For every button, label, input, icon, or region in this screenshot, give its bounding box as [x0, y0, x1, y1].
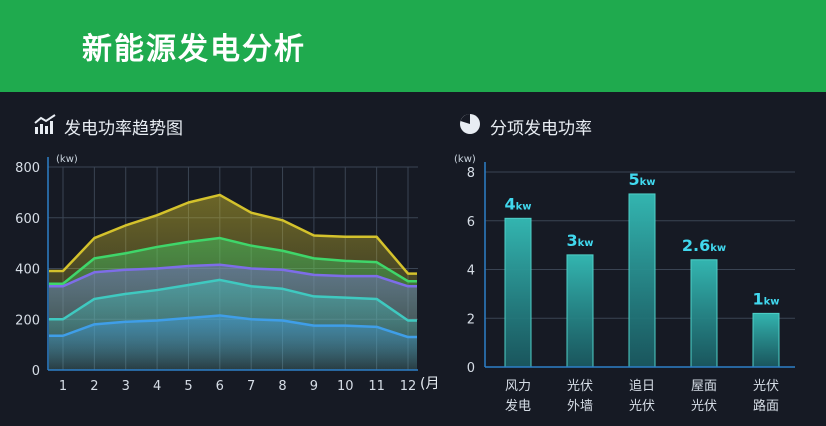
trend-x-tick-label: 8 — [278, 379, 286, 394]
trend-y-tick-label: 200 — [15, 313, 40, 328]
chart-trend-icon — [34, 114, 56, 134]
bar-data-label-value: 4 — [504, 194, 515, 213]
trend-x-tick-label: 11 — [368, 379, 385, 394]
bar-data-label-value: 3 — [566, 231, 577, 250]
bar-data-label-unit: kw — [764, 296, 780, 307]
trend-x-tick-label: 5 — [184, 379, 192, 394]
bar-y-tick-label: 2 — [467, 312, 475, 327]
page-title: 新能源发电分析 — [82, 32, 306, 67]
bar-data-label-value: 2.6 — [682, 236, 710, 255]
trend-y-tick-label: 400 — [15, 263, 40, 278]
bar-data-label: 1kw — [752, 289, 779, 308]
pie-chart-icon — [460, 114, 480, 134]
trend-x-tick-label: 4 — [153, 379, 161, 394]
trend-line-series-4 — [49, 278, 417, 322]
bar-4 — [690, 259, 718, 368]
trend-x-tick-label: 10 — [337, 379, 354, 394]
bar-category-label: 风力 — [505, 379, 531, 394]
trend-line-series-5 — [49, 314, 417, 339]
header-bar: 新能源发电分析 — [0, 0, 826, 94]
trend-area-series-5 — [49, 315, 417, 370]
bar-category-label: 路面 — [753, 398, 779, 414]
bar-chart-title: 分项发电功率 — [490, 119, 592, 139]
bar-y-tick-label: 6 — [467, 215, 475, 230]
bar-data-label: 3kw — [566, 231, 593, 250]
bar-data-label-value: 1 — [752, 289, 763, 308]
trend-unit-label: (kw) — [56, 154, 78, 165]
trend-x-tick-label: 9 — [310, 379, 318, 394]
bar-category-label: 光伏 — [753, 379, 779, 394]
trend-x-tick-label: 7 — [247, 379, 255, 394]
bar-2 — [566, 254, 594, 368]
bar-category-label: 外墙 — [567, 399, 593, 414]
trend-y-tick-label: 600 — [15, 212, 40, 227]
bar-category-label: 光伏 — [691, 399, 717, 414]
bar-data-label-unit: kw — [640, 177, 656, 188]
trend-y-tick-label: 0 — [32, 364, 40, 379]
bar-category-label: 光伏 — [629, 399, 655, 414]
dashboard: 发电功率趋势图 分项发电功率 0 200 400 600 800 1 2 3 4 5 6 7 8 9 10 1… — [0, 92, 826, 426]
bar-1 — [504, 217, 532, 368]
trend-y-tick-label: 800 — [15, 161, 40, 176]
bar-5 — [752, 312, 780, 368]
bar-category-label: 光伏 — [567, 379, 593, 394]
bar-3 — [628, 193, 656, 368]
trend-line-series-1 — [49, 193, 417, 275]
trend-x-tick-label: 2 — [90, 379, 98, 394]
trend-x-unit-label: (月) — [420, 376, 440, 392]
trend-chart-title: 发电功率趋势图 — [64, 119, 183, 139]
bar-y-tick-label: 4 — [467, 264, 475, 279]
trend-x-tick-label: 12 — [400, 379, 417, 394]
bar-data-label: 4kw — [504, 194, 531, 213]
bar-y-tick-label: 0 — [467, 361, 475, 376]
bar-data-label-unit: kw — [710, 243, 726, 254]
bar-data-label-unit: kw — [516, 201, 532, 212]
trend-line-series-2 — [49, 236, 417, 285]
trend-x-tick-label: 6 — [216, 379, 224, 394]
bar-category-label: 发电 — [505, 398, 531, 414]
bar-unit-label: (kw) — [454, 154, 476, 165]
bar-data-label-value: 5 — [628, 170, 639, 189]
bar-data-label-unit: kw — [578, 238, 594, 249]
trend-x-tick-label: 1 — [59, 379, 67, 394]
trend-x-tick-label: 3 — [122, 379, 130, 394]
bar-data-label: 5kw — [628, 170, 655, 189]
trend-line-series-3 — [49, 263, 417, 288]
bar-category-label: 屋面 — [691, 379, 717, 394]
bar-y-tick-label: 8 — [467, 166, 475, 181]
bar-category-label: 追日 — [629, 378, 655, 394]
bar-data-label: 2.6kw — [682, 236, 726, 255]
